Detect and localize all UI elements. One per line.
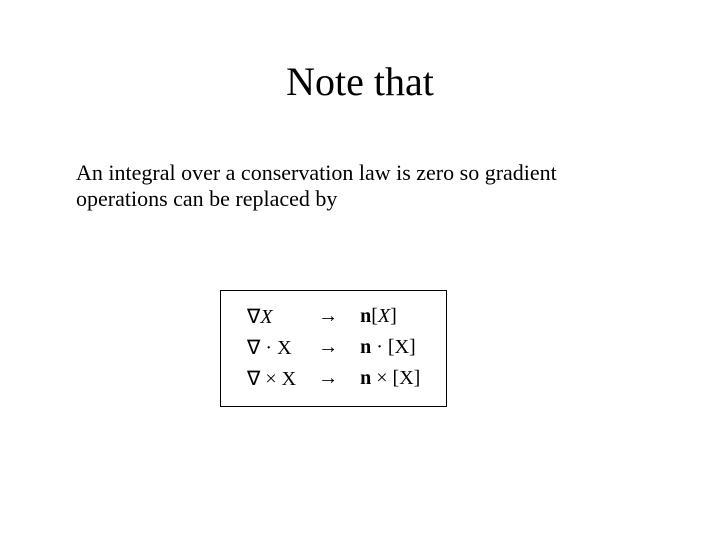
variable: X: [399, 367, 413, 389]
equation-lhs: ∇ · X: [239, 332, 304, 363]
nabla-icon: ∇: [247, 337, 260, 359]
arrow-icon: →: [304, 363, 352, 394]
equation-rhs: n[X]: [352, 301, 428, 332]
variable: X: [277, 337, 291, 359]
normal-vector: n: [360, 367, 371, 389]
nabla-icon: ∇: [247, 306, 260, 328]
slide-body-text: An integral over a conservation law is z…: [76, 160, 636, 212]
slide-title: Note that: [0, 58, 720, 105]
arrow-icon: →: [304, 332, 352, 363]
variable: X: [378, 305, 390, 327]
equation-row: ∇X → n[X]: [239, 301, 428, 332]
equation-lhs: ∇X: [239, 301, 304, 332]
dot-operator: ·: [265, 337, 272, 359]
equation-lhs: ∇ × X: [239, 363, 304, 394]
variable: X: [395, 336, 409, 358]
equation-rhs: n × [X]: [352, 363, 428, 394]
cross-operator: ×: [265, 368, 276, 390]
normal-vector: n: [360, 336, 371, 358]
bracket-close: ]: [414, 367, 421, 389]
bracket-open: [: [388, 336, 395, 358]
variable: X: [260, 306, 272, 328]
bracket-close: ]: [409, 336, 416, 358]
cross-operator: ×: [371, 367, 392, 389]
equation-rhs: n · [X]: [352, 332, 428, 363]
slide: Note that An integral over a conservatio…: [0, 0, 720, 540]
variable: X: [282, 368, 296, 390]
equation-row: ∇ × X → n × [X]: [239, 363, 428, 394]
equation-box: ∇X → n[X] ∇ · X → n · [X] ∇ × X: [220, 290, 447, 407]
bracket-close: ]: [390, 305, 397, 327]
nabla-icon: ∇: [247, 368, 260, 390]
bracket-open: [: [371, 305, 378, 327]
dot-operator: ·: [371, 336, 388, 358]
arrow-icon: →: [304, 301, 352, 332]
equation-row: ∇ · X → n · [X]: [239, 332, 428, 363]
equation-table: ∇X → n[X] ∇ · X → n · [X] ∇ × X: [239, 301, 428, 394]
normal-vector: n: [360, 305, 371, 327]
